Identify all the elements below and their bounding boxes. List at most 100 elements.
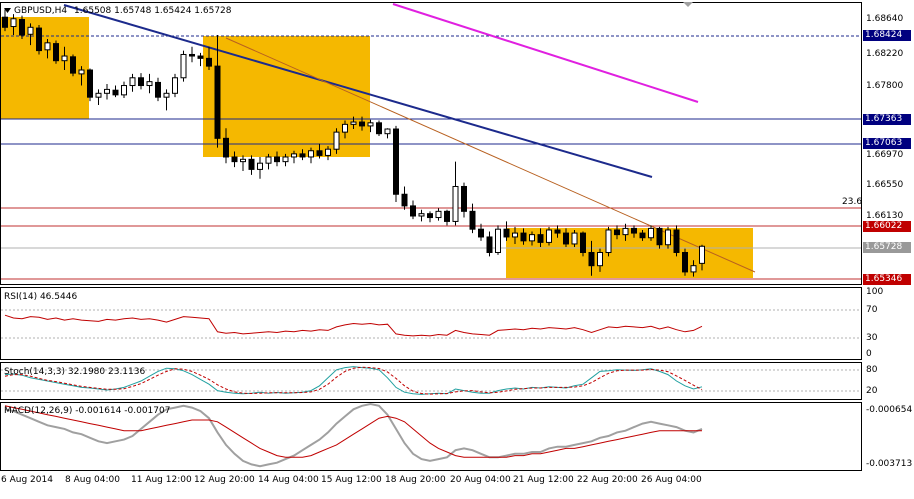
- highlight-box: [203, 36, 370, 157]
- price-axis-label: 1.67800: [866, 81, 904, 91]
- candle: [36, 24, 42, 55]
- candle: [240, 155, 246, 171]
- trend-line-magenta: [392, 3, 699, 103]
- candle: [503, 221, 510, 241]
- candle: [597, 248, 603, 272]
- candle: [682, 248, 688, 276]
- candle: [299, 149, 306, 161]
- stoch-level-20: 20: [866, 386, 878, 396]
- date-axis-label: 11 Aug 12:00: [131, 475, 192, 485]
- macd-main-line: [4, 402, 703, 468]
- candle: [333, 128, 340, 154]
- candle: [265, 153, 272, 170]
- candle: [376, 120, 382, 137]
- candle: [359, 116, 365, 131]
- candle: [529, 231, 535, 246]
- chart-header: GBPUSD,H4 1.65508 1.65748 1.65424 1.6572…: [14, 6, 232, 17]
- candle: [342, 120, 348, 139]
- main-chart-frame: [0, 2, 862, 285]
- price-tag-1-67363: 1.67363: [863, 114, 911, 125]
- date-axis-label: 14 Aug 04:00: [258, 475, 319, 485]
- scroll-arrow-icon[interactable]: [683, 2, 693, 7]
- candle: [112, 85, 119, 98]
- price-tag-bid: 1.65728: [863, 242, 911, 253]
- indicator-guides: [1, 309, 861, 392]
- price-tag-1-66022: 1.66022: [863, 221, 911, 232]
- candle: [61, 46, 68, 71]
- price-axis-label: 1.66550: [866, 180, 904, 190]
- candle: [214, 35, 221, 148]
- candle: [563, 228, 569, 248]
- candle: [163, 89, 170, 111]
- candle: [44, 38, 51, 59]
- macd-level-top: -0.000654: [866, 405, 913, 415]
- candle: [648, 225, 654, 241]
- candle: [231, 151, 238, 168]
- candle: [639, 229, 646, 241]
- price-tag-1-67063: 1.67063: [863, 138, 911, 149]
- candle: [350, 116, 357, 130]
- candle: [2, 9, 8, 32]
- rsi-level-100: 100: [866, 287, 884, 297]
- candle: [393, 125, 399, 203]
- candle: [656, 226, 663, 249]
- candle: [605, 226, 612, 257]
- candle: [146, 73, 153, 94]
- chart-menu-arrow-icon[interactable]: [4, 8, 11, 13]
- rsi-level-0: 0: [866, 349, 872, 359]
- rsi-panel-frame: [0, 287, 862, 360]
- rsi-level-30: 30: [866, 333, 878, 343]
- date-axis-label: 21 Aug 12:00: [513, 475, 574, 485]
- candle: [10, 14, 17, 36]
- candle: [384, 128, 391, 139]
- candle: [520, 228, 527, 245]
- trend-line-blue: [63, 4, 653, 178]
- symbol-label: GBPUSD,H4: [14, 6, 68, 16]
- candle: [155, 77, 161, 102]
- candle: [291, 150, 297, 164]
- stoch-panel-frame: [0, 362, 862, 400]
- date-axis-label: 6 Aug 2014: [1, 475, 53, 485]
- macd-label: MACD(12,26,9) -0.001614 -0.001707: [4, 406, 171, 416]
- candle: [469, 203, 476, 234]
- candle: [78, 66, 85, 86]
- candle: [461, 182, 467, 218]
- date-axis-label: 26 Aug 04:00: [641, 475, 702, 485]
- price-tag-1-68424: 1.68424: [863, 30, 911, 41]
- candle: [554, 225, 561, 238]
- candle: [665, 226, 671, 249]
- candle: [546, 226, 552, 246]
- candle: [495, 225, 501, 255]
- fib-level-label: 23.6: [842, 197, 863, 207]
- candle: [70, 54, 76, 77]
- candle: [614, 225, 620, 240]
- candle: [87, 68, 93, 102]
- candle: [308, 147, 314, 164]
- date-axis-label: 22 Aug 20:00: [577, 475, 638, 485]
- candle: [325, 146, 331, 161]
- rsi-level-70: 70: [866, 305, 878, 315]
- candle: [478, 223, 484, 241]
- date-axis-label: 18 Aug 20:00: [385, 475, 446, 485]
- candle: [223, 128, 229, 164]
- candle: [172, 73, 178, 98]
- candle: [673, 225, 680, 257]
- price-axis-label: 1.66130: [866, 211, 904, 221]
- candle: [248, 155, 255, 175]
- candle: [427, 211, 433, 223]
- stoch-label: Stoch(14,3,3) 32.1980 23.1136: [4, 367, 146, 377]
- candle: [367, 119, 374, 133]
- candle: [197, 52, 204, 67]
- horizontal-levels: [1, 35, 861, 280]
- candle: [274, 151, 280, 167]
- candle: [512, 226, 518, 244]
- candle: [444, 209, 450, 226]
- price-axis-label: 1.66970: [866, 150, 904, 160]
- candle: [189, 46, 195, 63]
- candle: [580, 231, 586, 257]
- candle: [537, 228, 544, 248]
- candle: [622, 223, 629, 241]
- candle: [104, 83, 110, 100]
